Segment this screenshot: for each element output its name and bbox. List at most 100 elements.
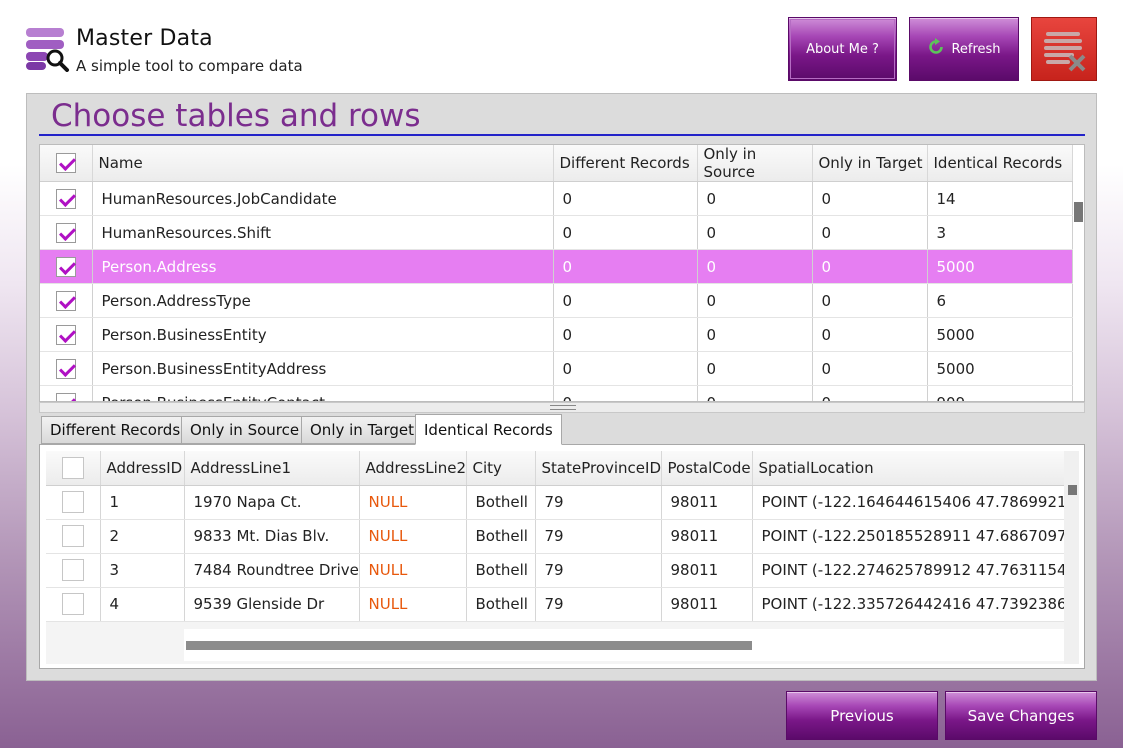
cell-different: 0 (553, 317, 698, 352)
column-header-name[interactable]: Name (92, 145, 554, 182)
tab-only-in-source[interactable]: Only in Source (181, 416, 309, 444)
table-row[interactable]: Person.Address 0 0 0 5000 (40, 249, 1073, 284)
cell-target: 0 (812, 317, 928, 352)
checkmark-icon (55, 222, 76, 243)
column-header-addressline2[interactable]: AddressLine2 (359, 451, 467, 486)
cell-state: 79 (535, 519, 662, 554)
record-row[interactable]: 4 9539 Glenside Dr NULL Bothell 79 98011 POINT… (46, 587, 1075, 622)
cell-city: Bothell (466, 519, 536, 554)
table-row[interactable]: HumanResources.Shift 0 0 0 3 (40, 215, 1073, 250)
cell-source: 0 (697, 215, 813, 250)
app-title: Master Data (76, 26, 213, 51)
tab-label: Different Records (50, 421, 181, 439)
table-row[interactable]: Person.BusinessEntity 0 0 0 5000 (40, 317, 1073, 352)
records-vertical-scrollbar[interactable] (1064, 451, 1079, 664)
cell-target: 0 (812, 351, 928, 386)
cell-line2: NULL (359, 553, 467, 588)
table-row[interactable]: Person.BusinessEntityContact000909 (40, 385, 1073, 401)
record-checkbox[interactable] (46, 587, 101, 622)
cell-different: 0 (553, 283, 698, 318)
save-changes-label: Save Changes (967, 706, 1075, 725)
cell-line2: NULL (359, 485, 467, 520)
row-checkbox[interactable] (40, 181, 93, 216)
previous-button[interactable]: Previous (786, 691, 938, 740)
records-horizontal-scroll-thumb[interactable] (186, 641, 752, 650)
record-row[interactable]: 1 1970 Napa Ct. NULL Bothell 79 98011 POINT (-… (46, 485, 1075, 520)
cell-id: 2 (100, 519, 185, 554)
tables-vertical-scrollbar[interactable] (1074, 202, 1083, 222)
cell-line1: 1970 Napa Ct. (184, 485, 360, 520)
record-checkbox[interactable] (46, 519, 101, 554)
column-header-stateprovinceid[interactable]: StateProvinceID (535, 451, 662, 486)
cell-state: 79 (535, 485, 662, 520)
close-app-button[interactable] (1031, 17, 1097, 81)
cell-different: 0 (553, 385, 698, 401)
record-row[interactable]: 2 9833 Mt. Dias Blv. NULL Bothell 79 98011 POI… (46, 519, 1075, 554)
column-header-addressid[interactable]: AddressID (100, 451, 185, 486)
column-header-different[interactable]: Different Records (553, 145, 698, 182)
row-checkbox[interactable] (40, 351, 93, 386)
cell-different: 0 (553, 249, 698, 284)
cell-name: Person.Address (92, 249, 554, 284)
grid-splitter[interactable] (39, 402, 1085, 413)
checkmark-icon (55, 188, 76, 209)
splitter-grip-icon (550, 405, 576, 410)
cell-city: Bothell (466, 553, 536, 588)
tab-label: Only in Source (190, 421, 300, 439)
records-grid[interactable]: AddressID AddressLine1 AddressLine2 City… (46, 451, 1079, 664)
cell-city: Bothell (466, 485, 536, 520)
previous-label: Previous (830, 706, 894, 725)
table-row[interactable]: Person.AddressType 0 0 0 6 (40, 283, 1073, 318)
checkmark-icon (55, 153, 76, 173)
row-checkbox[interactable] (40, 215, 93, 250)
cell-different: 0 (553, 215, 698, 250)
column-header-postalcode[interactable]: PostalCode (661, 451, 753, 486)
tab-identical-records[interactable]: Identical Records (415, 414, 562, 445)
refresh-icon (927, 37, 945, 61)
record-checkbox[interactable] (46, 553, 101, 588)
cell-line2: NULL (359, 519, 467, 554)
title-divider (39, 134, 1085, 136)
cell-source: 0 (697, 317, 813, 352)
cell-name: HumanResources.JobCandidate (92, 181, 554, 216)
table-row[interactable]: HumanResources.JobCandidate 0 0 0 14 (40, 181, 1073, 216)
cell-spatial: POINT (-122.250185528911 47.6867097047 (752, 519, 1075, 554)
save-changes-button[interactable]: Save Changes (945, 691, 1097, 740)
cell-different: 0 (553, 351, 698, 386)
record-checkbox[interactable] (46, 485, 101, 520)
records-vertical-scroll-thumb[interactable] (1068, 485, 1077, 495)
cell-postal: 98011 (661, 587, 753, 622)
tab-label: Only in Target (310, 421, 414, 439)
cell-target: 0 (812, 283, 928, 318)
checkbox-icon (61, 593, 84, 615)
column-header-spatiallocation[interactable]: SpatialLocation (752, 451, 1075, 486)
cell-id: 3 (100, 553, 185, 588)
checkmark-icon (55, 324, 76, 345)
tab-only-in-target[interactable]: Only in Target (301, 416, 423, 444)
table-row[interactable]: Person.BusinessEntityAddress 0 0 0 5000 (40, 351, 1073, 386)
cell-line1: 9833 Mt. Dias Blv. (184, 519, 360, 554)
cell-source: 0 (697, 351, 813, 386)
checkbox-icon (61, 491, 84, 513)
refresh-button[interactable]: Refresh (909, 17, 1019, 81)
column-header-identical[interactable]: Identical Records (927, 145, 1073, 182)
column-header-target[interactable]: Only in Target (812, 145, 928, 182)
row-checkbox[interactable] (40, 249, 93, 284)
tab-different-records[interactable]: Different Records (41, 416, 190, 444)
column-header-city[interactable]: City (466, 451, 536, 486)
row-checkbox[interactable] (40, 317, 93, 352)
row-checkbox[interactable] (40, 385, 93, 401)
column-header-source[interactable]: Only in Source (697, 145, 813, 182)
column-header-addressline1[interactable]: AddressLine1 (184, 451, 360, 486)
records-select-all-checkbox[interactable] (46, 451, 101, 486)
checkmark-icon (55, 290, 76, 311)
about-me-button[interactable]: About Me ? (788, 17, 897, 81)
cell-target: 0 (812, 215, 928, 250)
cell-spatial: POINT (-122.274625789912 47.7631154083 (752, 553, 1075, 588)
select-all-checkbox[interactable] (40, 145, 93, 182)
cell-source: 0 (697, 181, 813, 216)
cell-name: HumanResources.Shift (92, 215, 554, 250)
row-checkbox[interactable] (40, 283, 93, 318)
record-row[interactable]: 3 7484 Roundtree Drive NULL Bothell 79 98011 P… (46, 553, 1075, 588)
tables-grid[interactable]: Name Different Records Only in Source On… (39, 144, 1085, 402)
